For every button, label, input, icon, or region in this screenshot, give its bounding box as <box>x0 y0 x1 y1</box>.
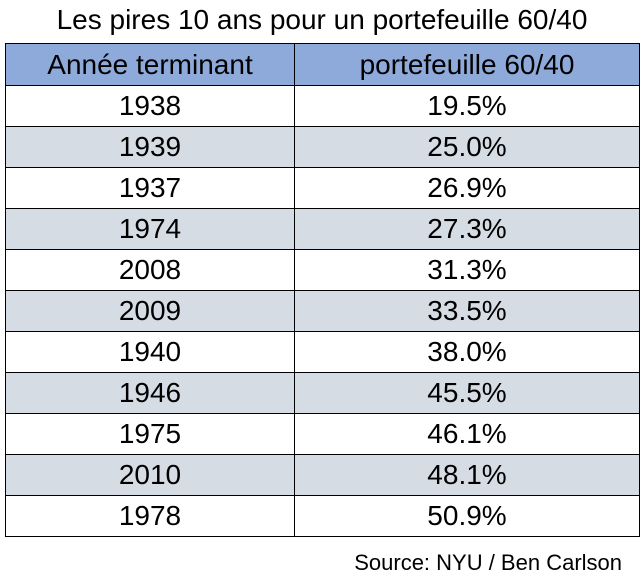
return-cell: 50.9% <box>294 495 640 537</box>
year-cell: 1978 <box>5 495 295 537</box>
year-cell: 1975 <box>5 413 295 455</box>
return-cell: 25.0% <box>294 126 640 168</box>
year-cell: 1940 <box>5 331 295 373</box>
table-row: 1946 45.5% <box>5 372 640 414</box>
year-cell: 1974 <box>5 208 295 250</box>
return-cell: 48.1% <box>294 454 640 496</box>
year-cell: 1946 <box>5 372 295 414</box>
table-row: 1974 27.3% <box>5 208 640 250</box>
return-cell: 46.1% <box>294 413 640 455</box>
return-cell: 27.3% <box>294 208 640 250</box>
column-header-portfolio: portefeuille 60/40 <box>294 43 640 86</box>
worst-returns-table: Année terminant portefeuille 60/40 1938 … <box>5 43 640 537</box>
year-cell: 1937 <box>5 167 295 209</box>
table-row: 1940 38.0% <box>5 331 640 373</box>
year-cell: 2009 <box>5 290 295 332</box>
table-row: 2010 48.1% <box>5 454 640 496</box>
return-cell: 19.5% <box>294 85 640 127</box>
return-cell: 45.5% <box>294 372 640 414</box>
table-row: 1938 19.5% <box>5 85 640 127</box>
table-row: 1978 50.9% <box>5 495 640 537</box>
return-cell: 33.5% <box>294 290 640 332</box>
table-row: 2009 33.5% <box>5 290 640 332</box>
year-cell: 1938 <box>5 85 295 127</box>
table-row: 1937 26.9% <box>5 167 640 209</box>
table-row: 1975 46.1% <box>5 413 640 455</box>
table-title: Les pires 10 ans pour un portefeuille 60… <box>56 4 588 35</box>
table-row: 2008 31.3% <box>5 249 640 291</box>
header-row: Année terminant portefeuille 60/40 <box>5 43 640 86</box>
table-row: 1939 25.0% <box>5 126 640 168</box>
year-cell: 2010 <box>5 454 295 496</box>
source-note: Source: NYU / Ben Carlson <box>354 550 622 575</box>
return-cell: 38.0% <box>294 331 640 373</box>
return-cell: 31.3% <box>294 249 640 291</box>
column-header-year: Année terminant <box>5 43 295 86</box>
year-cell: 1939 <box>5 126 295 168</box>
return-cell: 26.9% <box>294 167 640 209</box>
year-cell: 2008 <box>5 249 295 291</box>
